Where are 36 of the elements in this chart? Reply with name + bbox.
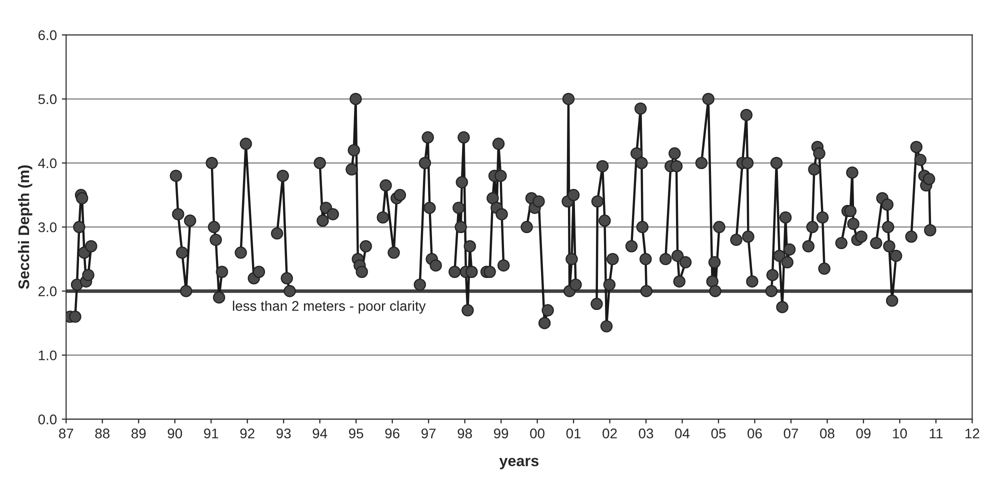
y-axis-title: Secchi Depth (m) [18, 165, 32, 289]
x-tick-label: 03 [638, 428, 654, 438]
x-tick-label: 04 [675, 428, 690, 438]
x-tick-label: 93 [276, 428, 291, 438]
y-tick-label: 3.0 [38, 222, 57, 232]
x-tick-label: 01 [566, 428, 581, 438]
y-tick-label: 5.0 [38, 94, 57, 104]
x-tick-label: 94 [312, 428, 328, 438]
x-tick-label: 09 [856, 428, 871, 438]
x-tick-label: 10 [893, 428, 907, 438]
x-tick-label: 99 [494, 428, 508, 438]
x-tick-label: 88 [95, 428, 110, 438]
x-tick-label: 91 [204, 428, 218, 438]
x-tick-label: 90 [168, 428, 182, 438]
ref-line-label: less than 2 meters - poor clarity [232, 300, 426, 314]
x-tick-label: 95 [349, 428, 364, 438]
x-tick-label: 98 [458, 428, 472, 438]
x-tick-label: 02 [602, 428, 617, 438]
x-tick-label: 05 [711, 428, 726, 438]
x-tick-label: 08 [820, 428, 834, 438]
x-tick-label: 07 [784, 428, 798, 438]
y-tick-label: 2.0 [38, 286, 57, 296]
x-tick-label: 00 [530, 428, 544, 438]
x-tick-label: 06 [748, 428, 762, 438]
y-tick-label: 6.0 [38, 30, 57, 40]
x-tick-label: 87 [59, 428, 74, 438]
y-tick-label: 4.0 [38, 158, 57, 168]
y-tick-label: 0.0 [38, 414, 57, 424]
y-tick-label: 1.0 [38, 350, 57, 360]
x-axis-title: years [499, 458, 539, 470]
x-tick-label: 96 [385, 428, 400, 438]
x-tick-label: 92 [240, 428, 254, 438]
x-tick-label: 97 [421, 428, 436, 438]
x-tick-label: 89 [131, 428, 146, 438]
x-tick-label: 12 [966, 428, 980, 438]
x-tick-label: 11 [930, 428, 942, 438]
